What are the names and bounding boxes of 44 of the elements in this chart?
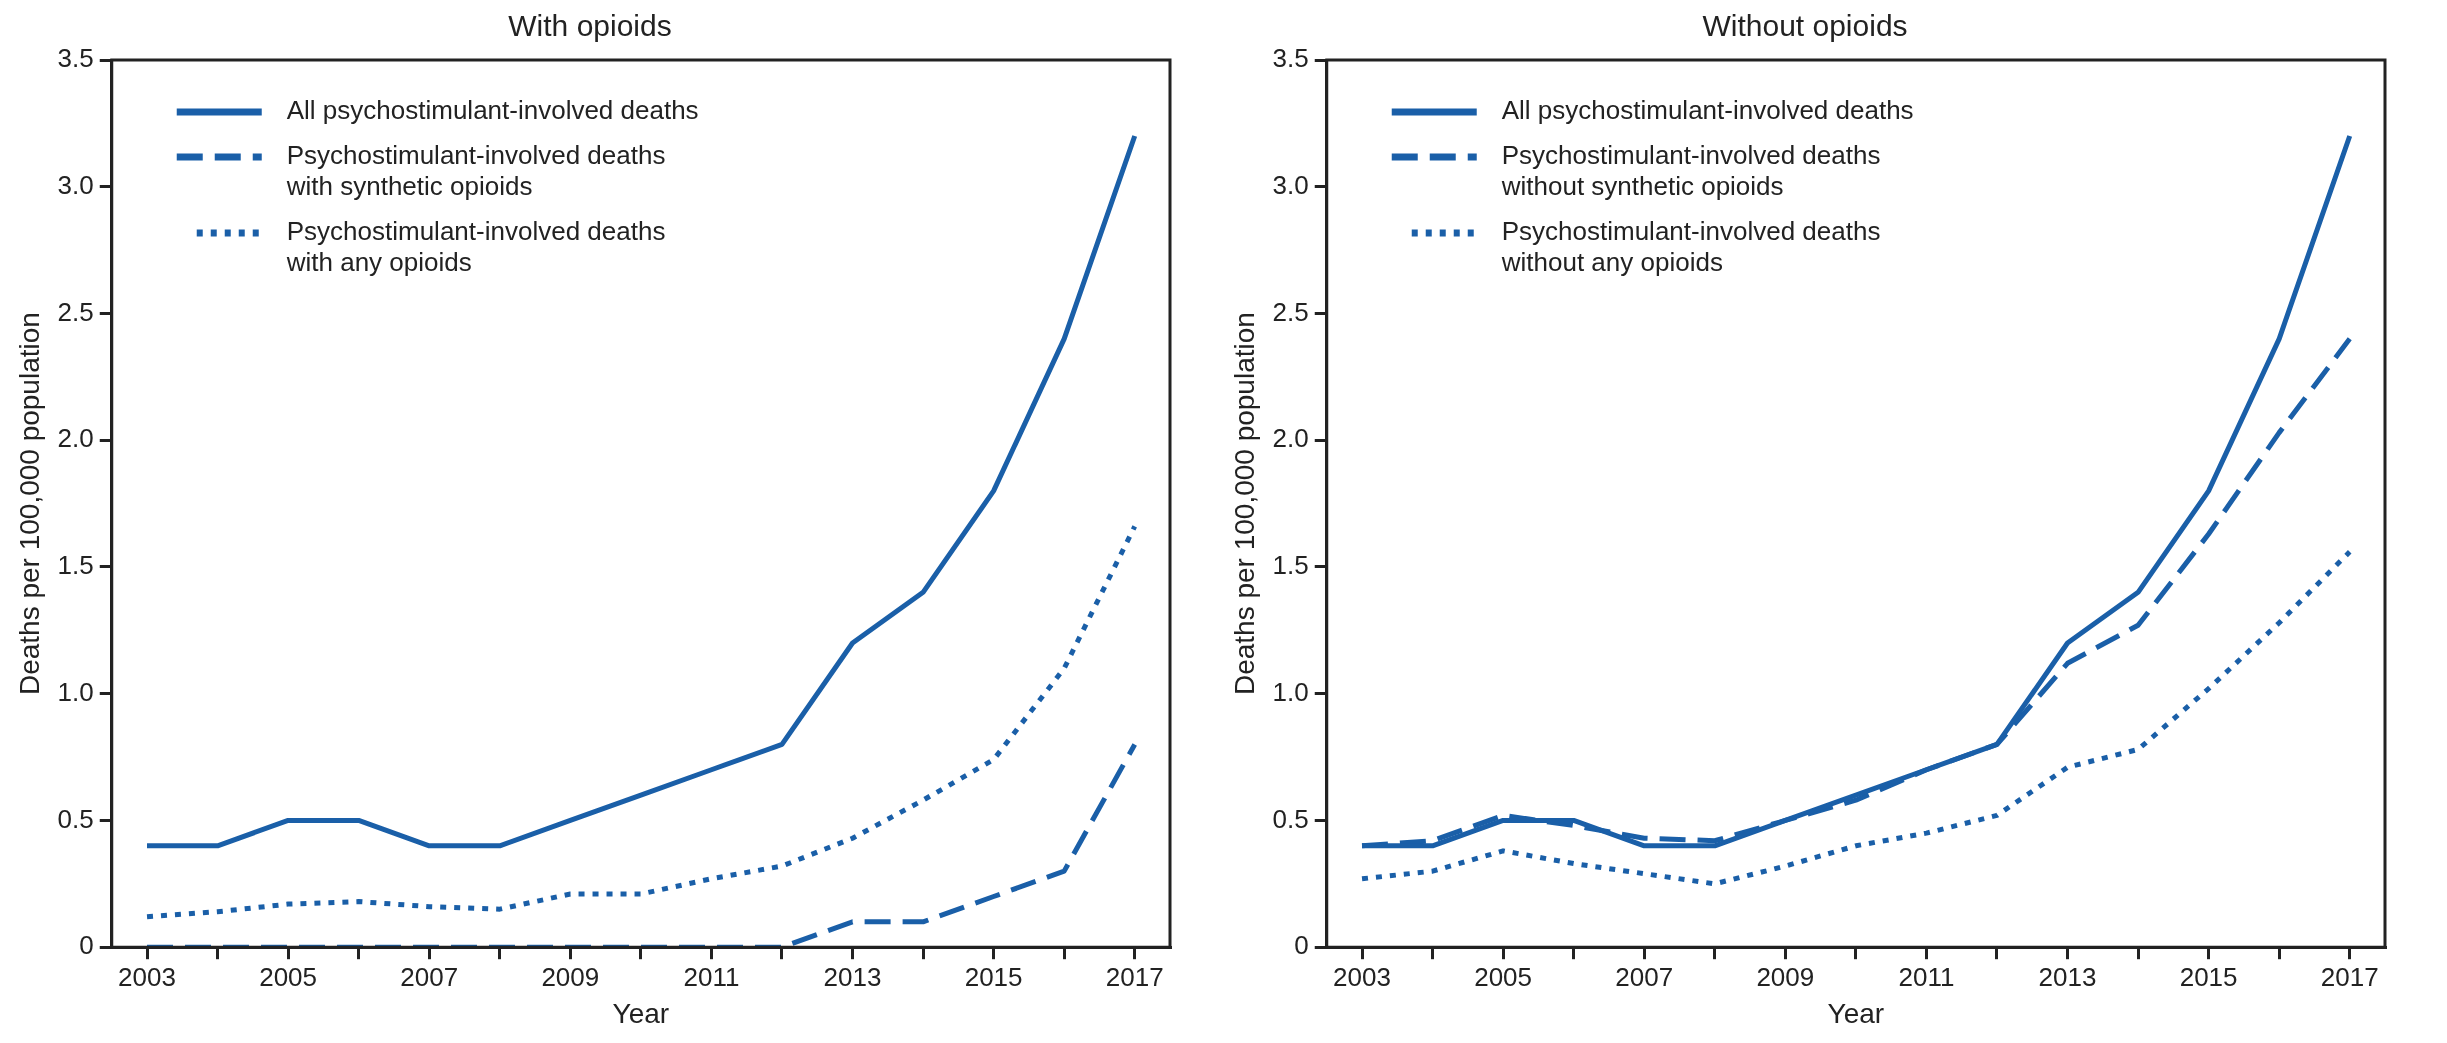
y-tick-label: 0: [1294, 930, 1309, 961]
y-axis-title: Deaths per 100,000 population: [1228, 312, 1260, 696]
y-tick-label: 0.5: [1272, 803, 1309, 834]
y-tick-label: 3.0: [1272, 169, 1309, 200]
y-tick-label: 1.5: [1272, 550, 1309, 581]
x-tick-label: 2017: [2320, 961, 2379, 992]
x-tick-label: 2009: [1756, 961, 1815, 992]
y-tick-label: 2.0: [57, 423, 94, 454]
x-tick-label: 2007: [400, 961, 459, 992]
y-tick-label: 1.5: [57, 550, 94, 581]
x-tick-label: 2009: [541, 961, 600, 992]
y-tick-label: 2.5: [57, 296, 94, 327]
x-tick-label: 2007: [1615, 961, 1674, 992]
y-tick-label: 3.5: [57, 43, 94, 74]
legend-label: Psychostimulant-involved deaths with synthetic opioids: [285, 140, 666, 202]
legend-label: Psychostimulant-involved deaths without synthetic opioids: [1500, 140, 1881, 202]
x-tick-label: 2003: [1333, 961, 1391, 992]
x-tick-label: 2011: [683, 961, 740, 992]
x-tick-label: 2013: [2038, 961, 2097, 992]
x-tick-label: 2005: [259, 961, 318, 992]
x-tick-label: 2003: [118, 961, 176, 992]
chart-title: With opioids: [508, 9, 672, 43]
legend-label: Psychostimulant-involved deaths without any opioids: [1500, 216, 1881, 278]
y-tick-label: 3.5: [1272, 43, 1309, 74]
y-tick-label: 1.0: [57, 676, 94, 707]
x-tick-label: 2013: [823, 961, 882, 992]
y-tick-label: 3.0: [57, 169, 94, 200]
y-tick-label: 0: [79, 930, 94, 961]
y-tick-label: 1.0: [1272, 676, 1309, 707]
x-axis-title: Year: [612, 997, 670, 1029]
legend-label: All psychostimulant-involved deaths: [1501, 95, 1914, 126]
y-tick-label: 2.0: [1272, 423, 1309, 454]
x-tick-label: 2017: [1105, 961, 1164, 992]
x-tick-label: 2015: [2179, 961, 2238, 992]
y-tick-label: 0.5: [57, 803, 94, 834]
x-tick-label: 2005: [1474, 961, 1533, 992]
x-tick-label: 2015: [964, 961, 1023, 992]
legend-label: All psychostimulant-involved deaths: [286, 95, 699, 126]
y-axis-title: Deaths per 100,000 population: [13, 312, 45, 696]
legend-label: Psychostimulant-involved deaths with any opioids: [285, 216, 666, 278]
x-tick-label: 2011: [1898, 961, 1955, 992]
chart-title: Without opioids: [1702, 9, 1908, 43]
x-axis-title: Year: [1827, 997, 1885, 1029]
y-tick-label: 2.5: [1272, 296, 1309, 327]
